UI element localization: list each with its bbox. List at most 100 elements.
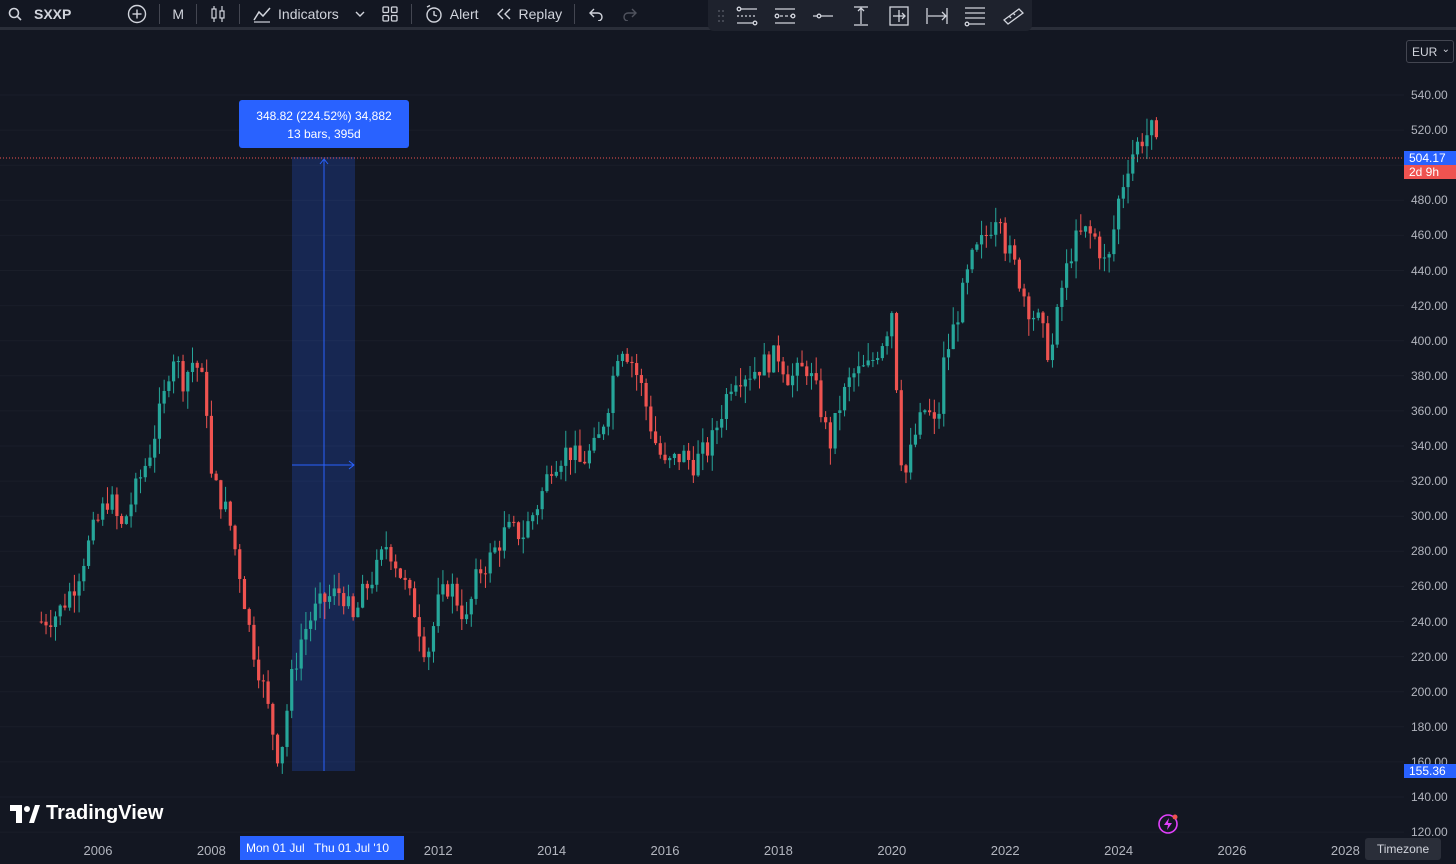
candles-icon xyxy=(211,5,225,22)
candle-down xyxy=(894,313,899,391)
divider xyxy=(239,3,241,24)
chart-grid xyxy=(0,94,1404,833)
compare-button[interactable] xyxy=(119,0,155,28)
candle-up xyxy=(937,413,941,419)
candle-up xyxy=(913,434,918,445)
currency-selector[interactable]: EUR ⌄ xyxy=(1406,40,1454,63)
price-range-icon xyxy=(854,5,868,26)
symbol-search[interactable]: SXXP xyxy=(0,0,79,28)
undo-button[interactable] xyxy=(579,0,613,28)
candle-up xyxy=(1060,287,1064,307)
horizontal-line-icon xyxy=(813,13,833,18)
candle-up xyxy=(318,593,322,604)
candle-down xyxy=(1140,141,1144,147)
candle-up xyxy=(1112,229,1116,255)
candle-up xyxy=(143,465,147,478)
path-tool[interactable] xyxy=(994,2,1032,30)
symbol-label: SXXP xyxy=(34,5,72,22)
candle-down xyxy=(403,577,407,580)
price-tick-label: 400.00 xyxy=(1411,333,1448,348)
candle-down xyxy=(653,431,658,444)
price-tick-label: 420.00 xyxy=(1411,298,1448,313)
candle-up xyxy=(134,478,138,505)
candle-up xyxy=(989,234,993,236)
candle-down xyxy=(757,371,762,376)
candle-down xyxy=(625,353,629,362)
candle-down xyxy=(1154,120,1158,138)
range-end-date: Thu 01 Jul '10 xyxy=(308,836,404,860)
candle-down xyxy=(455,583,459,606)
candle-down xyxy=(550,474,554,476)
replay-button[interactable]: Replay xyxy=(487,0,571,28)
candle-up xyxy=(186,371,190,392)
candle-up xyxy=(909,444,913,473)
fib-retracement-tool[interactable] xyxy=(956,2,994,30)
lightning-icon[interactable] xyxy=(1157,813,1179,835)
regression-tool[interactable] xyxy=(766,2,804,30)
candle-down xyxy=(44,621,48,626)
candle-up xyxy=(502,527,506,551)
indicators-icon xyxy=(253,7,271,23)
candle-up xyxy=(68,591,72,608)
candlestick-chart[interactable] xyxy=(0,33,1404,833)
candle-up xyxy=(833,413,837,449)
candle-down xyxy=(1098,236,1102,259)
price-tick-label: 260.00 xyxy=(1411,579,1448,594)
alarm-clock-icon xyxy=(426,4,442,23)
parallel-channel-tool[interactable] xyxy=(728,2,766,30)
candle-up xyxy=(871,359,875,361)
date-range-tool[interactable] xyxy=(918,2,956,30)
price-range-tool[interactable] xyxy=(842,2,880,30)
candle-up xyxy=(838,410,842,414)
templates-button[interactable] xyxy=(373,0,407,28)
candle-down xyxy=(1017,259,1021,289)
alert-button[interactable]: Alert xyxy=(416,0,487,28)
price-tick-label: 340.00 xyxy=(1411,439,1448,453)
candle-up xyxy=(384,547,388,550)
currency-label: EUR xyxy=(1412,45,1438,59)
price-tick-label: 200.00 xyxy=(1411,684,1448,699)
candle-up xyxy=(172,361,176,382)
candle-down xyxy=(639,375,643,383)
indicators-button[interactable]: Indicators xyxy=(244,0,347,28)
candle-down xyxy=(739,385,743,387)
candle-up xyxy=(379,549,384,560)
indicators-dropdown[interactable] xyxy=(347,0,373,28)
candle-down xyxy=(635,363,639,376)
brand-name: TradingView xyxy=(46,802,164,824)
candle-up xyxy=(1050,344,1055,361)
date-price-range-tool[interactable] xyxy=(880,2,918,30)
candle-down xyxy=(214,473,218,481)
candle-up xyxy=(720,419,724,428)
candle-down xyxy=(649,406,653,432)
candle-up xyxy=(611,375,615,414)
drag-handle-icon[interactable] xyxy=(714,2,728,30)
candle-down xyxy=(1046,323,1050,361)
candle-up xyxy=(734,385,738,392)
interval-button[interactable]: M xyxy=(172,5,185,22)
tradingview-logo[interactable]: TradingView xyxy=(10,802,163,825)
candle-down xyxy=(460,605,464,620)
timezone-button[interactable]: Timezone xyxy=(1365,838,1441,860)
candle-up xyxy=(965,269,969,283)
chart-type-button[interactable] xyxy=(201,0,235,28)
candle-down xyxy=(337,588,341,594)
horizontal-line-tool[interactable] xyxy=(804,2,842,30)
price-tick-label: 380.00 xyxy=(1411,368,1448,383)
candle-up xyxy=(1126,173,1130,188)
current-price-badge: 504.17 xyxy=(1404,151,1456,165)
candle-down xyxy=(677,453,681,463)
candle-up xyxy=(1083,226,1088,232)
candle-up xyxy=(1031,317,1036,320)
price-tick-label: 360.00 xyxy=(1411,403,1448,418)
candle-up xyxy=(157,403,162,439)
candle-up xyxy=(91,519,95,541)
time-tick-label: 2014 xyxy=(537,843,567,858)
replay-label: Replay xyxy=(518,5,563,22)
price-tick-label: 440.00 xyxy=(1411,263,1448,278)
candle-down xyxy=(904,465,908,473)
candle-up xyxy=(790,375,795,386)
redo-button[interactable] xyxy=(613,0,647,28)
time-tick-label: 2006 xyxy=(83,843,113,858)
candle-up xyxy=(1145,135,1149,147)
